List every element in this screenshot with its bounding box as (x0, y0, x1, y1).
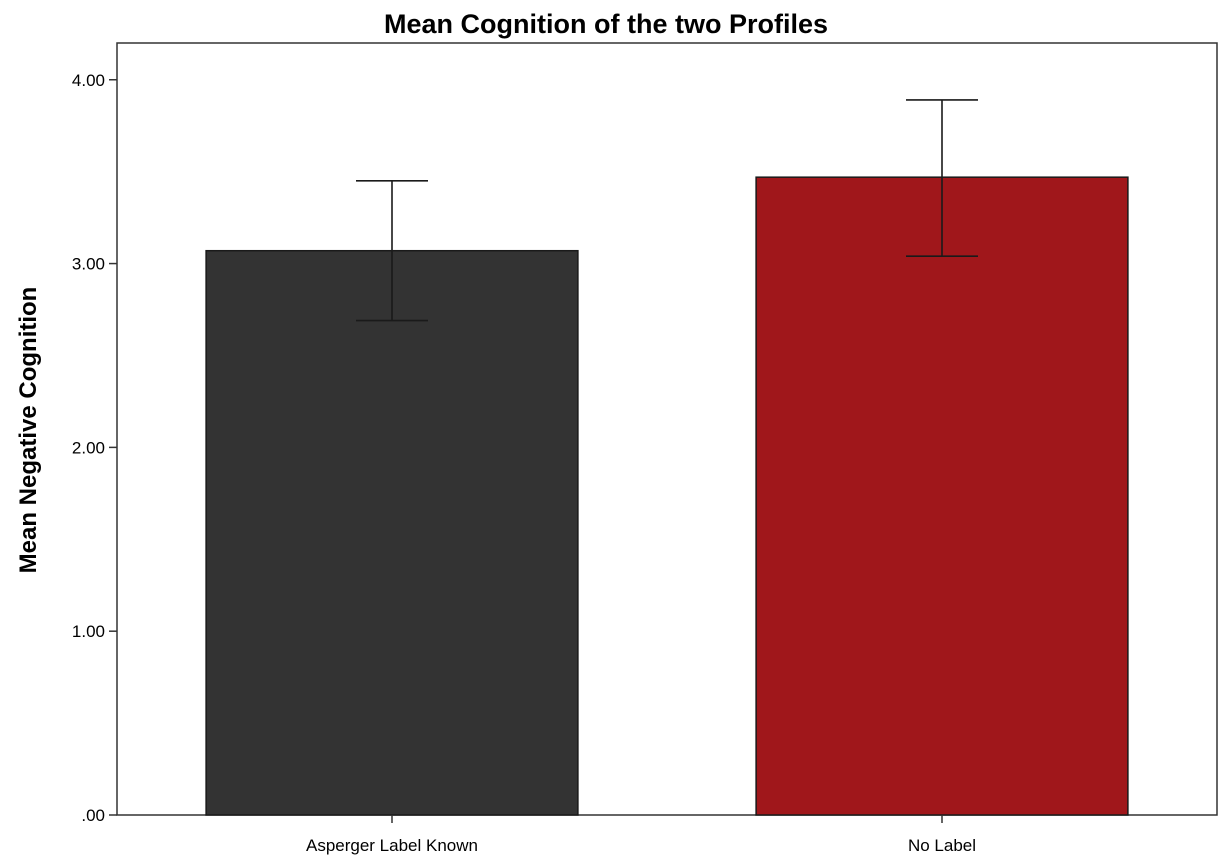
y-tick-label: 4.00 (72, 71, 105, 90)
bar (205, 249, 579, 816)
chart-title: Mean Cognition of the two Profiles (384, 9, 828, 39)
x-tick-label: No Label (908, 836, 976, 855)
bar (755, 176, 1129, 816)
y-axis-label: Mean Negative Cognition (15, 287, 42, 574)
y-tick-label: 3.00 (72, 255, 105, 274)
y-tick-label: 1.00 (72, 622, 105, 641)
y-tick-label: .00 (81, 806, 105, 825)
plot-frame (116, 42, 1218, 816)
y-tick-label: 2.00 (72, 438, 105, 457)
plot-area: .00 1.00 2.00 3.00 4.00 Asperger Label Known N… (72, 42, 1218, 855)
x-tick-label: Asperger Label Known (306, 836, 478, 855)
